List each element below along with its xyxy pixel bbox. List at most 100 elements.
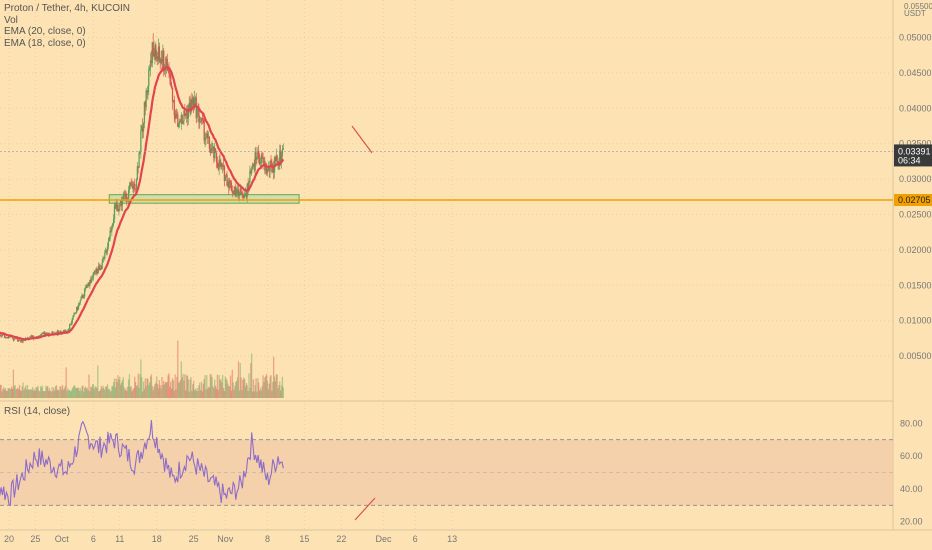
volume-bar — [18, 384, 21, 398]
candle-body — [166, 58, 168, 68]
volume-bar — [234, 385, 236, 398]
volume-bar — [247, 390, 249, 398]
candle-body — [112, 223, 114, 228]
time-tick-label: 25 — [189, 534, 199, 544]
candle-body — [129, 182, 131, 185]
volume-bar — [67, 388, 69, 398]
volume-bar — [83, 391, 85, 398]
volume-bar — [197, 391, 199, 398]
legend-ema-1: EMA (20, close, 0) — [4, 26, 86, 37]
volume-bar — [216, 374, 219, 398]
price-axis-top-label: 0.05500 — [904, 2, 932, 11]
candle-body — [243, 195, 245, 198]
candle-body — [107, 241, 109, 248]
candle-body — [78, 303, 80, 305]
candle-body — [134, 188, 137, 190]
volume-bar — [192, 381, 195, 398]
volume-bar — [229, 375, 232, 398]
candle-body — [99, 267, 102, 271]
current-price-tag — [894, 144, 932, 167]
volume-bar — [255, 378, 257, 398]
candle-body — [101, 262, 103, 269]
volume-bar — [206, 375, 208, 398]
volume-bar — [188, 391, 190, 398]
volume-bar — [57, 389, 59, 398]
candle-body — [171, 87, 174, 102]
volume-bar — [189, 379, 191, 398]
volume-bar — [163, 384, 166, 398]
volume-bar — [174, 374, 176, 398]
current-price-value: 0.03391 — [898, 146, 931, 156]
volume-bar — [76, 387, 78, 398]
volume-bar — [29, 389, 31, 398]
candle-body — [183, 110, 185, 122]
ema-line — [0, 66, 285, 341]
volume-bar — [40, 386, 42, 398]
volume-bar — [157, 388, 160, 398]
candle-body — [168, 71, 170, 75]
volume-bar — [2, 389, 4, 398]
volume-bar — [91, 384, 94, 398]
time-tick-label: Nov — [217, 534, 234, 544]
volume-bar — [32, 386, 34, 398]
time-tick-label: 22 — [336, 534, 346, 544]
volume-bar — [78, 390, 80, 398]
volume-bar — [102, 385, 104, 398]
volume-bar — [16, 389, 18, 398]
volume-bar — [111, 386, 113, 398]
candle-body — [7, 337, 9, 339]
candle-body — [241, 193, 243, 195]
candle-body — [255, 152, 257, 160]
candle-body — [281, 149, 284, 156]
support-zone-box — [108, 194, 300, 204]
candle-body — [112, 218, 115, 224]
candle-body — [73, 313, 75, 316]
candle-body — [134, 183, 136, 189]
volume-bar — [89, 391, 91, 398]
volume-bar — [210, 374, 212, 398]
volume-bar — [106, 384, 109, 398]
candle-body — [77, 304, 80, 310]
price-tick-label: 0.01500 — [899, 280, 932, 290]
volume-bar — [279, 381, 281, 398]
candle-body — [235, 186, 237, 195]
volume-bar — [222, 388, 225, 398]
candle-body — [0, 334, 1, 336]
candle-body — [98, 265, 100, 270]
candle-body — [11, 337, 14, 339]
volume-bar — [10, 386, 13, 398]
candle-body — [51, 331, 53, 334]
candle-body — [79, 300, 81, 304]
volume-bar — [251, 391, 254, 398]
volume-bar — [0, 384, 2, 398]
volume-bar — [193, 390, 196, 398]
candle-body — [225, 174, 227, 177]
volume-bar — [245, 382, 248, 398]
volume-bar — [215, 388, 218, 398]
volume-bar — [45, 385, 47, 398]
volume-bar — [141, 391, 144, 398]
volume-bar — [264, 377, 266, 398]
volume-bar — [185, 390, 187, 398]
volume-bar — [121, 380, 124, 398]
candle-body — [40, 334, 42, 336]
volume-bar — [85, 388, 88, 398]
rsi-tick-label: 20.00 — [900, 517, 923, 527]
candle-body — [153, 53, 155, 58]
candle-body — [39, 335, 41, 337]
candle-body — [133, 183, 135, 189]
volume-bar — [104, 390, 106, 398]
volume-bar — [200, 390, 202, 398]
volume-bar — [47, 390, 50, 398]
price-tick-label: 0.02500 — [899, 210, 932, 220]
volume-bar — [203, 379, 205, 398]
candle-body — [93, 272, 95, 274]
volume-bar — [100, 386, 102, 398]
candle-body — [72, 315, 74, 319]
candle-body — [110, 230, 112, 232]
volume-bar — [138, 387, 140, 398]
volume-bar — [192, 384, 194, 398]
candle-body — [265, 165, 267, 171]
candle-body — [59, 331, 61, 333]
